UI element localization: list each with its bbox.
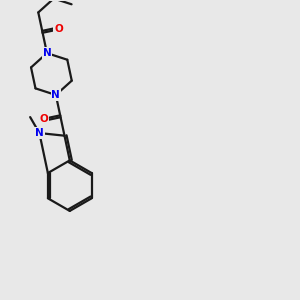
Text: O: O	[40, 114, 49, 124]
Text: N: N	[52, 90, 60, 100]
Text: O: O	[54, 24, 63, 34]
Text: N: N	[52, 90, 60, 100]
Text: N: N	[43, 48, 51, 58]
Text: N: N	[35, 128, 44, 138]
